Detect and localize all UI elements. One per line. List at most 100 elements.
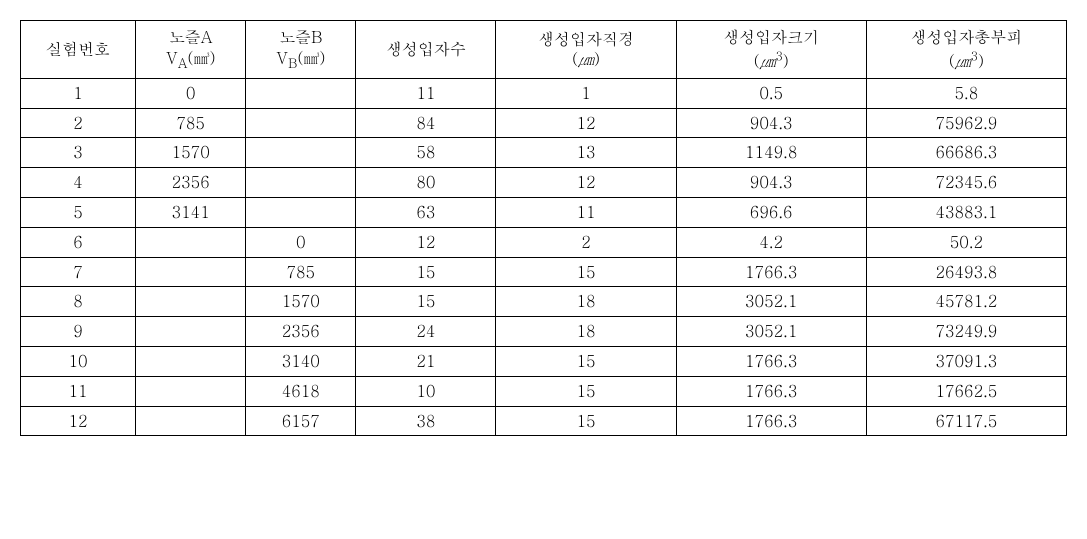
col-header-particle-size: 생성입자크기 (㎛3) [676,21,866,79]
table-row: 6 01224.250.2 [21,227,1067,257]
table-cell: 2356 [246,317,356,347]
header-label: 실험번호 [46,37,110,60]
table-cell: 80 [356,168,496,198]
table-cell: 15 [496,257,676,287]
table-cell: 73249.9 [866,317,1066,347]
table-cell: 37091.3 [866,347,1066,377]
table-cell: 45781.2 [866,287,1066,317]
table-cell: 4.2 [676,227,866,257]
header-label: 노즐B [279,25,322,48]
header-sub: VB(㎣) [276,46,325,69]
table-cell: 785 [246,257,356,287]
table-cell [136,406,246,436]
header-label: 생성입자직경 [538,27,634,50]
unit: ㎛ [760,49,776,72]
header-sub: (㎛) [572,47,600,70]
table-cell: 1570 [246,287,356,317]
table-cell: 6 [21,227,136,257]
var: V [166,46,178,69]
table-cell [246,138,356,168]
paren: ) [783,49,789,72]
table-cell: 12 [496,168,676,198]
unit: ㎛ [578,47,594,70]
table-cell: 66686.3 [866,138,1066,168]
paren: ) [594,47,600,70]
col-header-particle-total-volume: 생성입자총부피 (㎛3) [866,21,1066,79]
table-row: 10314021151766.337091.3 [21,347,1067,377]
var: V [276,46,288,69]
table-cell: 18 [496,317,676,347]
header-label: 생성입자총부피 [910,25,1022,48]
table-cell: 3052.1 [676,317,866,347]
table-cell: 12 [356,227,496,257]
table-cell: 2 [496,227,676,257]
table-cell: 1149.8 [676,138,866,168]
table-row: 27858412904.375962.9 [21,108,1067,138]
table-row: 11461810151766.317662.5 [21,376,1067,406]
table-cell: 43883.1 [866,198,1066,228]
table-cell [246,78,356,108]
header-sub: VA(㎣) [166,46,216,69]
subscript: A [178,53,188,72]
unit: (㎣) [297,46,325,69]
table-cell: 9 [21,317,136,347]
col-header-particle-diameter: 생성입자직경 (㎛) [496,21,676,79]
table-cell: 18 [496,287,676,317]
table-cell [136,227,246,257]
table-cell: 1 [496,78,676,108]
table-header-row: 실험번호 노즐A VA(㎣) 노즐B VB(㎣) 생성입자수 생성입자직경 (㎛… [21,21,1067,79]
table-cell: 0 [246,227,356,257]
table-cell [136,376,246,406]
table-cell: 0 [136,78,246,108]
table-row: 9 235624183052.173249.9 [21,317,1067,347]
table-cell: 75962.9 [866,108,1066,138]
table-row: 12615738151766.367117.5 [21,406,1067,436]
table-cell [136,347,246,377]
header-sub: (㎛3) [754,49,789,72]
table-cell: 3 [21,138,136,168]
table-cell: 1570 [136,138,246,168]
table-row: 8157015183052.145781.2 [21,287,1067,317]
unit: (㎣) [187,46,215,69]
table-cell: 11 [496,198,676,228]
table-cell: 904.3 [676,108,866,138]
table-cell: 63 [356,198,496,228]
col-header-nozzle-b: 노즐B VB(㎣) [246,21,356,79]
table-cell: 15 [356,257,496,287]
table-body: 101110.55.827858412904.375962.9315705813… [21,78,1067,436]
table-row: 101110.55.8 [21,78,1067,108]
table-cell: 0.5 [676,78,866,108]
table-cell: 7 [21,257,136,287]
table-cell: 11 [21,376,136,406]
table-cell: 1766.3 [676,376,866,406]
table-cell: 10 [21,347,136,377]
table-cell: 24 [356,317,496,347]
table-cell: 15 [496,347,676,377]
table-cell: 38 [356,406,496,436]
table-cell: 50.2 [866,227,1066,257]
table-cell: 4 [21,168,136,198]
table-cell: 15 [496,376,676,406]
table-cell: 13 [496,138,676,168]
table-cell: 67117.5 [866,406,1066,436]
col-header-experiment-no: 실험번호 [21,21,136,79]
paren: ) [978,49,984,72]
col-header-particle-count: 생성입자수 [356,21,496,79]
table-row: 3157058131149.866686.3 [21,138,1067,168]
table-cell: 785 [136,108,246,138]
header-label: 노즐A [169,25,213,48]
table-cell: 3140 [246,347,356,377]
table-cell: 5.8 [866,78,1066,108]
table-cell: 1766.3 [676,406,866,436]
table-cell: 12 [21,406,136,436]
table-cell: 2 [21,108,136,138]
table-cell: 10 [356,376,496,406]
table-cell: 3052.1 [676,287,866,317]
table-row: 531416311696.643883.1 [21,198,1067,228]
table-cell: 6157 [246,406,356,436]
table-cell: 4618 [246,376,356,406]
table-cell: 696.6 [676,198,866,228]
header-label: 생성입자수 [386,37,466,60]
table-cell [246,108,356,138]
table-cell [136,257,246,287]
